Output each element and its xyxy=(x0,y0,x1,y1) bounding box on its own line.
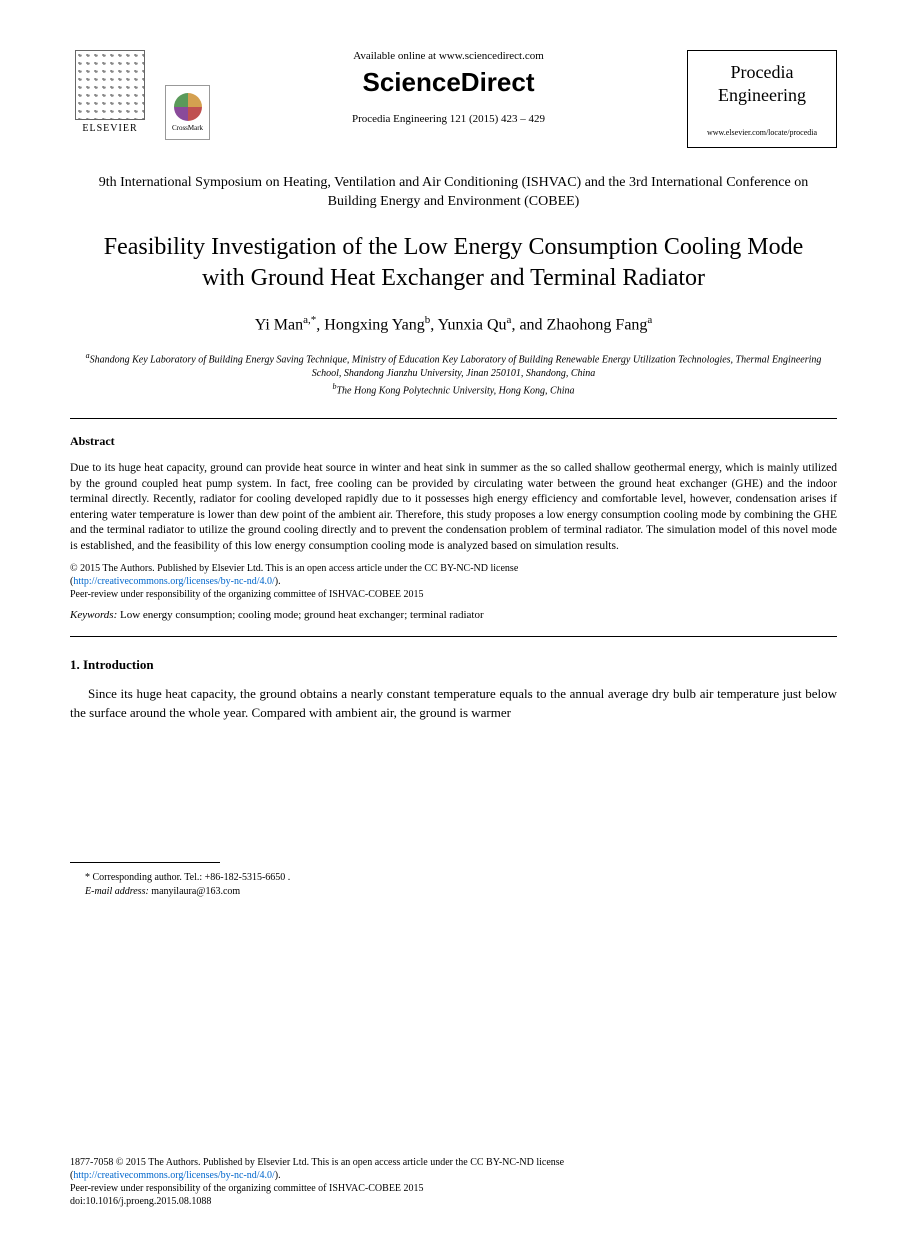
aff-b-text: The Hong Kong Polytechnic University, Ho… xyxy=(336,385,574,396)
abstract-heading: Abstract xyxy=(70,434,837,449)
elsevier-logo: ELSEVIER xyxy=(70,50,150,140)
conference-title: 9th International Symposium on Heating, … xyxy=(90,173,817,212)
license-link[interactable]: http://creativecommons.org/licenses/by-n… xyxy=(73,576,274,587)
email-label: E-mail address: xyxy=(85,886,149,897)
footer-license-link[interactable]: http://creativecommons.org/licenses/by-n… xyxy=(73,1170,274,1181)
copyright-block: © 2015 The Authors. Published by Elsevie… xyxy=(70,562,837,601)
available-online-text: Available online at www.sciencedirect.co… xyxy=(230,50,667,62)
author-3-sup: a xyxy=(507,314,512,326)
header-center: Available online at www.sciencedirect.co… xyxy=(210,50,687,125)
sciencedirect-logo: ScienceDirect xyxy=(230,67,667,98)
elsevier-label: ELSEVIER xyxy=(82,123,137,134)
citation-text: Procedia Engineering 121 (2015) 423 – 42… xyxy=(230,113,667,125)
header-row: ELSEVIER CrossMark Available online at w… xyxy=(70,50,837,148)
peer-review-line: Peer-review under responsibility of the … xyxy=(70,589,424,600)
article-title: Feasibility Investigation of the Low Ene… xyxy=(90,232,817,294)
section-1-heading: 1. Introduction xyxy=(70,657,837,673)
author-4-sup: a xyxy=(647,314,652,326)
crossmark-label: CrossMark xyxy=(172,124,203,132)
journal-name-line2: Engineering xyxy=(696,84,828,107)
footnote-block: * Corresponding author. Tel.: +86-182-53… xyxy=(85,871,837,899)
crossmark-badge[interactable]: CrossMark xyxy=(165,85,210,140)
journal-name-line1: Procedia xyxy=(696,61,828,84)
keywords-line: Keywords: Low energy consumption; coolin… xyxy=(70,609,837,621)
author-2-sup: b xyxy=(425,314,431,326)
keywords-text: Low energy consumption; cooling mode; gr… xyxy=(117,609,483,621)
footer-doi: doi:10.1016/j.proeng.2015.08.1088 xyxy=(70,1196,211,1207)
elsevier-tree-icon xyxy=(75,50,145,120)
header-left: ELSEVIER CrossMark xyxy=(70,50,210,140)
copyright-line1: © 2015 The Authors. Published by Elsevie… xyxy=(70,563,518,574)
footnote-separator xyxy=(70,862,220,863)
authors-list: Yi Mana,*, Hongxing Yangb, Yunxia Qua, a… xyxy=(70,314,837,334)
divider-1 xyxy=(70,418,837,419)
affiliations: aShandong Key Laboratory of Building Ene… xyxy=(70,350,837,399)
divider-2 xyxy=(70,636,837,637)
author-3: Yunxia Qu xyxy=(438,317,507,334)
author-4: Zhaohong Fang xyxy=(547,317,648,334)
author-1: Yi Man xyxy=(255,317,303,334)
email-address: manyilaura@163.com xyxy=(149,886,240,897)
abstract-text: Due to its huge heat capacity, ground ca… xyxy=(70,461,837,554)
section-1-text: Since its huge heat capacity, the ground… xyxy=(70,685,837,721)
journal-box: Procedia Engineering www.elsevier.com/lo… xyxy=(687,50,837,148)
footer-block: 1877-7058 © 2015 The Authors. Published … xyxy=(70,1156,837,1208)
journal-url: www.elsevier.com/locate/procedia xyxy=(696,128,828,137)
keywords-label: Keywords: xyxy=(70,609,117,621)
author-2: Hongxing Yang xyxy=(324,317,424,334)
footer-issn: 1877-7058 © 2015 The Authors. Published … xyxy=(70,1157,564,1168)
footer-peer-review: Peer-review under responsibility of the … xyxy=(70,1183,424,1194)
aff-a-text: Shandong Key Laboratory of Building Ener… xyxy=(90,354,822,379)
corresponding-author: * Corresponding author. Tel.: +86-182-53… xyxy=(85,871,837,885)
crossmark-icon xyxy=(174,93,202,121)
author-1-sup: a,* xyxy=(303,314,316,326)
